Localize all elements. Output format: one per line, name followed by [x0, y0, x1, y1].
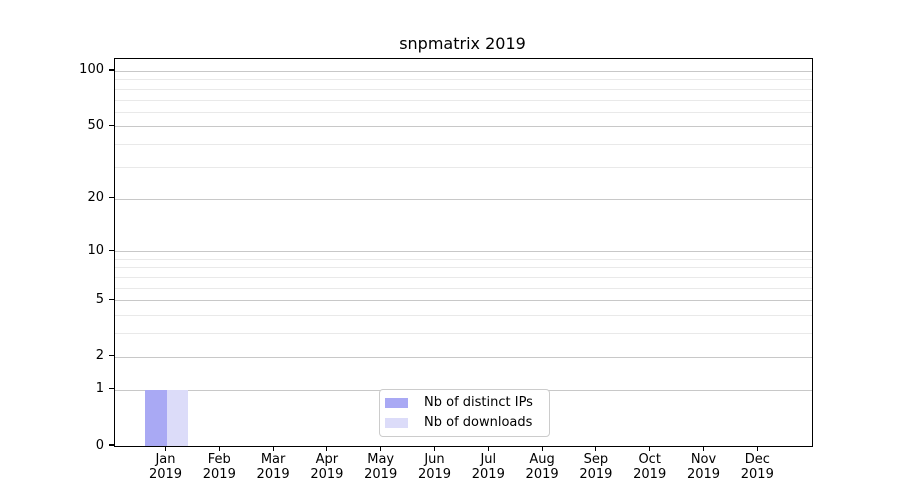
month-year: 2019 — [471, 467, 505, 482]
legend-swatch-0 — [385, 398, 408, 408]
y-tick-mark — [109, 124, 114, 127]
gridline-minor — [115, 258, 812, 260]
gridline-minor — [115, 287, 812, 289]
gridline-major — [115, 300, 812, 302]
month-year: 2019 — [364, 467, 398, 482]
month-name: Feb — [207, 452, 231, 467]
month-name: Nov — [690, 452, 717, 467]
month-year: 2019 — [633, 467, 667, 482]
gridline-major — [115, 356, 812, 358]
y-tick-mark — [109, 444, 114, 446]
gridline-minor — [115, 333, 812, 335]
bar-distinct-ips — [145, 389, 167, 446]
month-name: Sep — [583, 452, 609, 467]
x-tick-mark — [272, 446, 274, 452]
x-axis-month-label: Sep 2019 — [566, 452, 626, 482]
y-tick-mark — [109, 249, 114, 251]
month-name: Jan — [155, 452, 176, 467]
month-name: May — [367, 452, 395, 467]
month-year: 2019 — [256, 467, 290, 482]
month-name: Jul — [480, 452, 497, 467]
gridline-minor — [115, 99, 812, 101]
gridline-minor — [115, 88, 812, 90]
gridline-major — [115, 198, 812, 200]
x-axis-month-label: Dec 2019 — [727, 452, 787, 482]
month-name: Mar — [260, 452, 286, 467]
x-axis-month-label: Aug 2019 — [512, 452, 572, 482]
x-tick-mark — [433, 446, 436, 452]
month-name: Dec — [744, 452, 770, 467]
x-tick-mark — [595, 446, 597, 452]
x-tick-mark — [218, 446, 220, 452]
y-axis-tick-label: 0 — [95, 437, 104, 453]
x-tick-mark — [487, 446, 489, 452]
legend-swatch-1 — [385, 418, 408, 428]
y-axis-tick-label: 2 — [95, 348, 104, 364]
month-name: Apr — [315, 452, 339, 467]
y-tick-mark — [109, 196, 114, 199]
month-year: 2019 — [148, 467, 183, 482]
month-year: 2019 — [310, 467, 344, 482]
month-year: 2019 — [202, 467, 236, 482]
legend-item-downloads: Nb of downloads — [385, 415, 541, 431]
y-axis-tick-label: 20 — [87, 190, 104, 206]
x-tick-mark — [756, 446, 758, 452]
gridline-major — [115, 251, 812, 253]
plot-area — [114, 58, 813, 447]
gridline-minor — [115, 111, 812, 113]
x-tick-mark — [649, 446, 651, 452]
y-tick-mark — [109, 298, 114, 300]
gridline-minor — [115, 79, 812, 81]
gridline-major — [115, 70, 812, 72]
x-tick-mark — [702, 446, 705, 452]
gridline-minor — [115, 267, 812, 269]
y-axis-tick-label: 5 — [95, 291, 104, 307]
legend: Nb of distinct IPs Nb of downloads — [379, 389, 550, 437]
gridline-minor — [115, 315, 812, 317]
x-axis-month-label: May 2019 — [351, 452, 411, 482]
month-year: 2019 — [740, 467, 774, 482]
x-axis-month-label: Jun 2019 — [405, 452, 465, 482]
x-axis-month-label: Apr 2019 — [297, 452, 357, 482]
gridline-minor — [115, 144, 812, 146]
x-tick-mark — [541, 446, 543, 452]
y-axis-tick-label: 100 — [79, 62, 104, 78]
x-tick-mark — [164, 446, 167, 452]
x-tick-mark — [380, 446, 382, 452]
x-axis-month-label: Feb 2019 — [189, 452, 249, 482]
y-axis-tick-label: 10 — [87, 242, 104, 258]
y-tick-mark — [109, 69, 114, 71]
legend-item-distinct-ips: Nb of distinct IPs — [385, 395, 541, 411]
month-name: Aug — [529, 452, 555, 467]
x-axis-month-label: Jan 2019 — [136, 452, 196, 482]
y-axis-tick-label: 1 — [95, 381, 104, 397]
legend-label-0: Nb of distinct IPs — [424, 395, 533, 410]
month-year: 2019 — [417, 467, 452, 482]
gridline-major — [115, 126, 812, 128]
y-tick-mark — [109, 355, 114, 357]
month-year: 2019 — [525, 467, 559, 482]
legend-label-1: Nb of downloads — [424, 415, 533, 430]
x-axis-month-label: Mar 2019 — [243, 452, 303, 482]
bar-downloads — [166, 389, 188, 446]
month-name: Oct — [638, 452, 661, 467]
x-axis-month-label: Oct 2019 — [620, 452, 680, 482]
x-axis-month-label: Nov 2019 — [674, 452, 734, 482]
x-tick-mark — [326, 446, 328, 452]
y-axis-tick-label: 50 — [87, 117, 104, 133]
x-axis-month-label: Jul 2019 — [458, 452, 518, 482]
gridline-minor — [115, 277, 812, 278]
y-tick-mark — [109, 388, 114, 390]
gridline-minor — [115, 166, 812, 168]
month-year: 2019 — [686, 467, 721, 482]
month-name: Jun — [424, 452, 445, 467]
month-year: 2019 — [579, 467, 613, 482]
chart-title: snpmatrix 2019 — [399, 34, 526, 53]
